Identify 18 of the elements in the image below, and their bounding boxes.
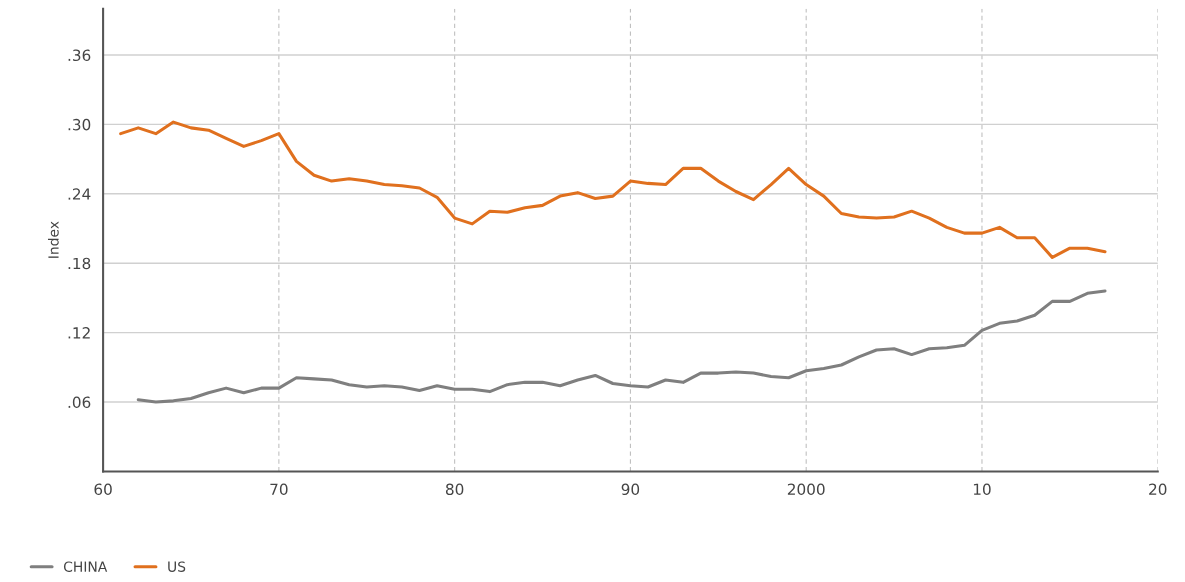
x-tick-label: 80	[445, 483, 464, 496]
x-tick-label: 10	[973, 483, 991, 496]
y-tick-label: .06	[68, 396, 91, 409]
y-tick-label: .30	[68, 118, 91, 131]
x-tick-label: 20	[1149, 483, 1167, 496]
line-series	[119, 120, 1107, 259]
y-axis-title: Index	[48, 221, 59, 258]
x-tick-label: 90	[621, 483, 640, 496]
line-series	[136, 289, 1107, 404]
legend-label: CHINA	[63, 561, 108, 572]
x-tick-label: 2000	[787, 483, 825, 496]
y-tick-label: .24	[68, 188, 91, 200]
y-tick-label: .18	[68, 257, 91, 270]
legend-label: US	[168, 561, 186, 572]
y-tick-label: .12	[68, 327, 90, 339]
x-tick-label: 70	[270, 483, 288, 496]
x-tick-label: 60	[94, 483, 112, 496]
y-tick-label: .36	[68, 49, 91, 62]
